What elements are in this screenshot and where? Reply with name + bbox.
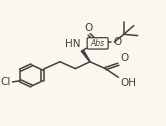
- FancyBboxPatch shape: [87, 38, 108, 49]
- Text: O: O: [120, 53, 128, 63]
- Text: Cl: Cl: [1, 77, 11, 87]
- Text: Abs: Abs: [91, 39, 105, 48]
- Text: O: O: [113, 37, 122, 47]
- Text: OH: OH: [120, 78, 136, 88]
- Polygon shape: [81, 50, 90, 62]
- Text: O: O: [84, 23, 92, 33]
- Text: HN: HN: [65, 39, 81, 49]
